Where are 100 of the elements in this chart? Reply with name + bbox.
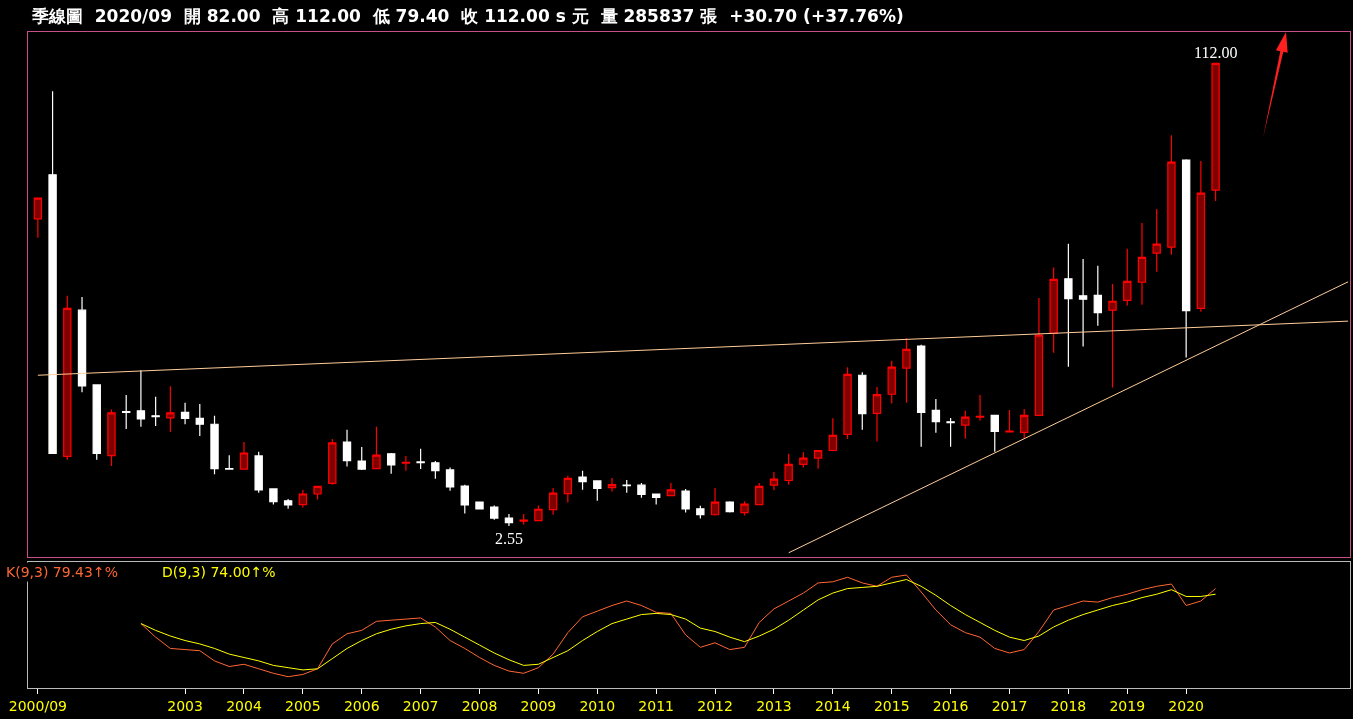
x-tick-label: 2003 (167, 697, 203, 714)
candlestick (946, 417, 955, 448)
chart-title: 季線圖 2020/09 開 82.00 高 112.00 低 79.40 收 112.00 s 元 量 285837 張 +30.70 (+37.76%) (30, 5, 904, 26)
candlestick (180, 402, 190, 425)
candlestick (63, 295, 72, 461)
candlestick (1034, 297, 1044, 416)
candlestick (1152, 208, 1161, 273)
x-tick-label: 2010 (579, 697, 616, 714)
x-tick-label: 2014 (815, 697, 851, 714)
candlestick (1167, 134, 1176, 256)
candlestick (990, 414, 999, 453)
candlestick (961, 410, 970, 440)
candlestick (328, 438, 337, 486)
candlestick (1137, 222, 1147, 306)
candlestick (210, 415, 219, 475)
candlestick (313, 485, 322, 501)
candlestick (828, 417, 838, 452)
candlestick (269, 488, 278, 506)
candlestick (740, 500, 749, 517)
candlestick (975, 394, 985, 422)
candlestick (342, 429, 352, 468)
x-tick-label: 2017 (991, 697, 1028, 714)
candlestick (107, 408, 116, 467)
candlestick (593, 480, 602, 502)
candlestick (357, 446, 366, 471)
candlestick (872, 386, 882, 443)
x-tick-label: 2011 (638, 697, 674, 714)
x-tick-label: 2006 (343, 697, 380, 714)
annotation: 112.00 (1194, 44, 1238, 61)
candlestick (1064, 243, 1073, 368)
candlestick (401, 455, 411, 472)
candlestick (151, 396, 160, 427)
candlestick (283, 498, 293, 510)
candlestick (504, 513, 514, 527)
x-tick-label: 2015 (873, 697, 910, 714)
candlestick (1005, 409, 1014, 433)
candlestick (372, 426, 381, 470)
candlestick (136, 369, 146, 428)
x-tick-label: 2005 (285, 697, 321, 714)
candlestick (225, 454, 234, 470)
candlestick (637, 482, 646, 499)
candlestick (769, 471, 779, 491)
candlestick (1123, 248, 1132, 307)
candlestick (725, 500, 734, 514)
x-tick-label: 2020 (1168, 697, 1204, 714)
candlestick (445, 466, 455, 492)
candlestick (48, 90, 57, 455)
candlestick (666, 482, 676, 497)
x-tick-label: 2016 (932, 697, 969, 714)
x-tick-label: 2012 (697, 697, 733, 714)
candlestick (696, 505, 705, 520)
candlestick (858, 371, 867, 431)
candlestick (1108, 283, 1117, 389)
candlestick (651, 493, 661, 506)
candlestick (254, 451, 263, 494)
candlestick (1181, 158, 1191, 359)
candlestick (33, 197, 43, 239)
candlestick (755, 482, 764, 506)
candlestick (622, 479, 631, 494)
candlestick (799, 451, 808, 468)
candlestick (490, 504, 499, 521)
candlestick (298, 489, 308, 509)
candlestick (431, 460, 440, 480)
x-tick-label: 2019 (1109, 697, 1146, 714)
candlestick (931, 398, 941, 434)
candlestick (92, 384, 101, 461)
candlestick (578, 470, 587, 491)
candlestick (121, 394, 131, 430)
annotation: 2.55 (495, 530, 523, 547)
candlestick (563, 475, 573, 504)
x-tick-label: 2018 (1050, 697, 1087, 714)
candlestick (1049, 266, 1058, 354)
candlestick (548, 487, 558, 516)
candlestick (887, 360, 896, 405)
candlestick (710, 487, 720, 517)
x-tick-label: 2000/09 (8, 697, 67, 714)
candlestick (534, 504, 543, 522)
candlestick (460, 484, 469, 515)
candlestick (195, 403, 205, 437)
candlestick (902, 337, 911, 404)
candlestick (386, 452, 396, 475)
candlestick (416, 448, 425, 470)
text: K(9,3) 79.43↑% (6, 564, 118, 580)
text: D(9,3) 74.00↑% (162, 564, 276, 580)
x-tick-label: 2009 (520, 697, 557, 714)
x-tick-label: 2013 (756, 697, 792, 714)
candlestick (1211, 62, 1220, 202)
x-tick-label: 2004 (226, 697, 262, 714)
candlestick (166, 385, 175, 433)
candlestick (475, 501, 484, 510)
candlestick (916, 344, 926, 448)
candlestick (607, 477, 617, 493)
candlestick (239, 441, 249, 470)
candlestick (784, 453, 793, 486)
candlestick (1196, 160, 1206, 313)
candlestick (1020, 408, 1029, 440)
candlestick (519, 513, 528, 526)
candlestick (843, 366, 852, 440)
candlestick (813, 449, 823, 470)
candlestick (1093, 265, 1103, 327)
